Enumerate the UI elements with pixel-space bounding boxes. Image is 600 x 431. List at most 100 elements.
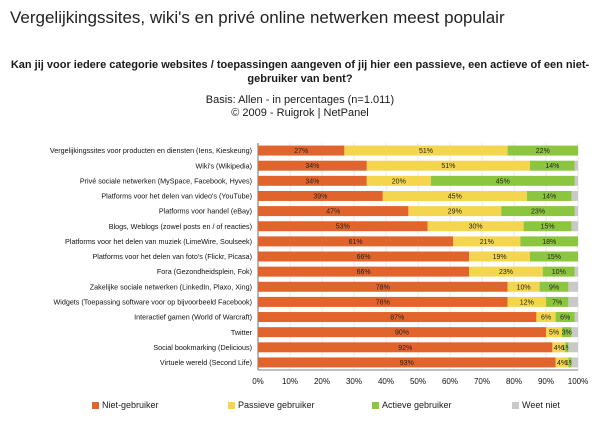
bar-segment: [574, 312, 578, 323]
data-label: 3%: [562, 330, 572, 337]
category-label: Widgets (Toepassing software voor op bij…: [53, 298, 252, 307]
x-tick-label: 100%: [568, 377, 588, 386]
data-label: 90%: [395, 330, 409, 337]
category-label: Fora (Gezondheidsplein, Fok): [157, 267, 252, 276]
bar-segment: [562, 327, 572, 338]
bar-segment: [366, 160, 530, 171]
category-label: Interactief gamen (World of Warcraft): [134, 313, 252, 322]
x-tick-label: 80%: [506, 377, 522, 386]
category-label: Platforms voor het delen van muziek (Lim…: [65, 237, 252, 246]
bar-segment: [258, 175, 367, 186]
data-label: 4%: [557, 360, 567, 367]
data-label: 5%: [549, 330, 559, 337]
data-label: 66%: [357, 269, 371, 276]
bar-segment: [565, 342, 569, 353]
legend-label: Weet niet: [522, 400, 560, 410]
legend-swatch: [512, 401, 519, 409]
bar-segment: [258, 296, 508, 307]
data-label: 15%: [547, 254, 561, 261]
data-label: 23%: [531, 209, 545, 216]
bar-segment: [574, 266, 578, 277]
legend-label: Niet-gebruiker: [102, 400, 159, 410]
bar-segment: [258, 190, 383, 201]
bar-segment: [542, 266, 575, 277]
data-label: 47%: [326, 209, 340, 216]
x-tick-label: 0%: [252, 377, 264, 386]
bar-segment: [258, 342, 553, 353]
bar-segment: [568, 357, 572, 368]
x-tick-label: 40%: [378, 377, 394, 386]
data-label: 87%: [390, 315, 404, 322]
legend-swatch: [92, 401, 99, 409]
category-label: Twitter: [231, 328, 253, 337]
legend-swatch: [372, 401, 379, 409]
chart-source: © 2009 - Ruigrok | NetPanel: [231, 107, 369, 119]
bar-segment: [344, 145, 508, 156]
bar-segment: [571, 327, 578, 338]
data-label: 15%: [541, 224, 555, 231]
bar-segment: [258, 357, 556, 368]
legend-item: Weet niet: [512, 400, 560, 410]
bar-segment: [258, 145, 345, 156]
bar-segment: [571, 221, 578, 232]
bar-segment: [258, 236, 454, 247]
bar-segment: [574, 160, 578, 171]
bar-segment: [507, 281, 540, 292]
bar-segment: [523, 221, 572, 232]
legend-label: Actieve gebruiker: [382, 400, 452, 410]
chart-title: Kan jij voor iedere categorie websites /…: [10, 59, 590, 85]
bar-segment: [546, 327, 562, 338]
data-label: 61%: [349, 239, 363, 246]
data-label: 34%: [305, 178, 319, 185]
data-label: 39%: [313, 193, 327, 200]
data-label: 45%: [496, 178, 510, 185]
x-tick-label: 30%: [346, 377, 362, 386]
category-label: Wiki's (Wikipedia): [196, 161, 252, 170]
data-label: 1%: [565, 360, 575, 367]
data-label: 20%: [392, 178, 406, 185]
bar-segment: [568, 296, 578, 307]
data-label: 6%: [560, 315, 570, 322]
bar-segment: [430, 175, 575, 186]
category-label: Platforms voor handel (eBay): [159, 207, 252, 216]
bar-segment: [501, 206, 575, 217]
x-tick-label: 60%: [442, 377, 458, 386]
bar-segment: [571, 190, 578, 201]
category-label: Zakelijke sociale netwerken (LinkedIn, P…: [90, 282, 252, 291]
bar-segment: [530, 160, 575, 171]
x-tick-label: 20%: [314, 377, 330, 386]
bar-segment: [258, 266, 470, 277]
data-label: 1%: [562, 345, 572, 352]
bar-segment: [258, 312, 537, 323]
chart-subtitle: Basis: Allen - in percentages (n=1.011): [205, 94, 395, 106]
legend-swatch: [228, 401, 235, 409]
bar-segment: [258, 281, 508, 292]
bar-segment: [555, 357, 569, 368]
x-tick-label: 90%: [538, 377, 554, 386]
bar-segment: [427, 221, 524, 232]
bar-segment: [258, 251, 470, 262]
data-label: 14%: [542, 193, 556, 200]
bar-segment: [568, 281, 578, 292]
data-label: 10%: [552, 269, 566, 276]
bar-segment: [546, 296, 569, 307]
data-label: 30%: [469, 224, 483, 231]
data-label: 9%: [549, 284, 559, 291]
data-label: 14%: [545, 163, 559, 170]
bar-segment: [552, 342, 566, 353]
data-label: 66%: [357, 254, 371, 261]
bar-segment: [258, 221, 428, 232]
data-label: 12%: [520, 299, 534, 306]
data-label: 7%: [552, 299, 562, 306]
data-label: 10%: [517, 284, 531, 291]
bar-segment: [469, 266, 543, 277]
bar-segment: [366, 175, 431, 186]
legend-label: Passieve gebruiker: [238, 400, 315, 410]
category-label: Virtuele wereld (Second Life): [160, 358, 252, 367]
category-label: Vergelijkingssites voor producten en die…: [50, 146, 252, 155]
data-label: 45%: [448, 193, 462, 200]
data-label: 19%: [493, 254, 507, 261]
legend-item: Niet-gebruiker: [92, 400, 159, 410]
data-label: 23%: [499, 269, 513, 276]
